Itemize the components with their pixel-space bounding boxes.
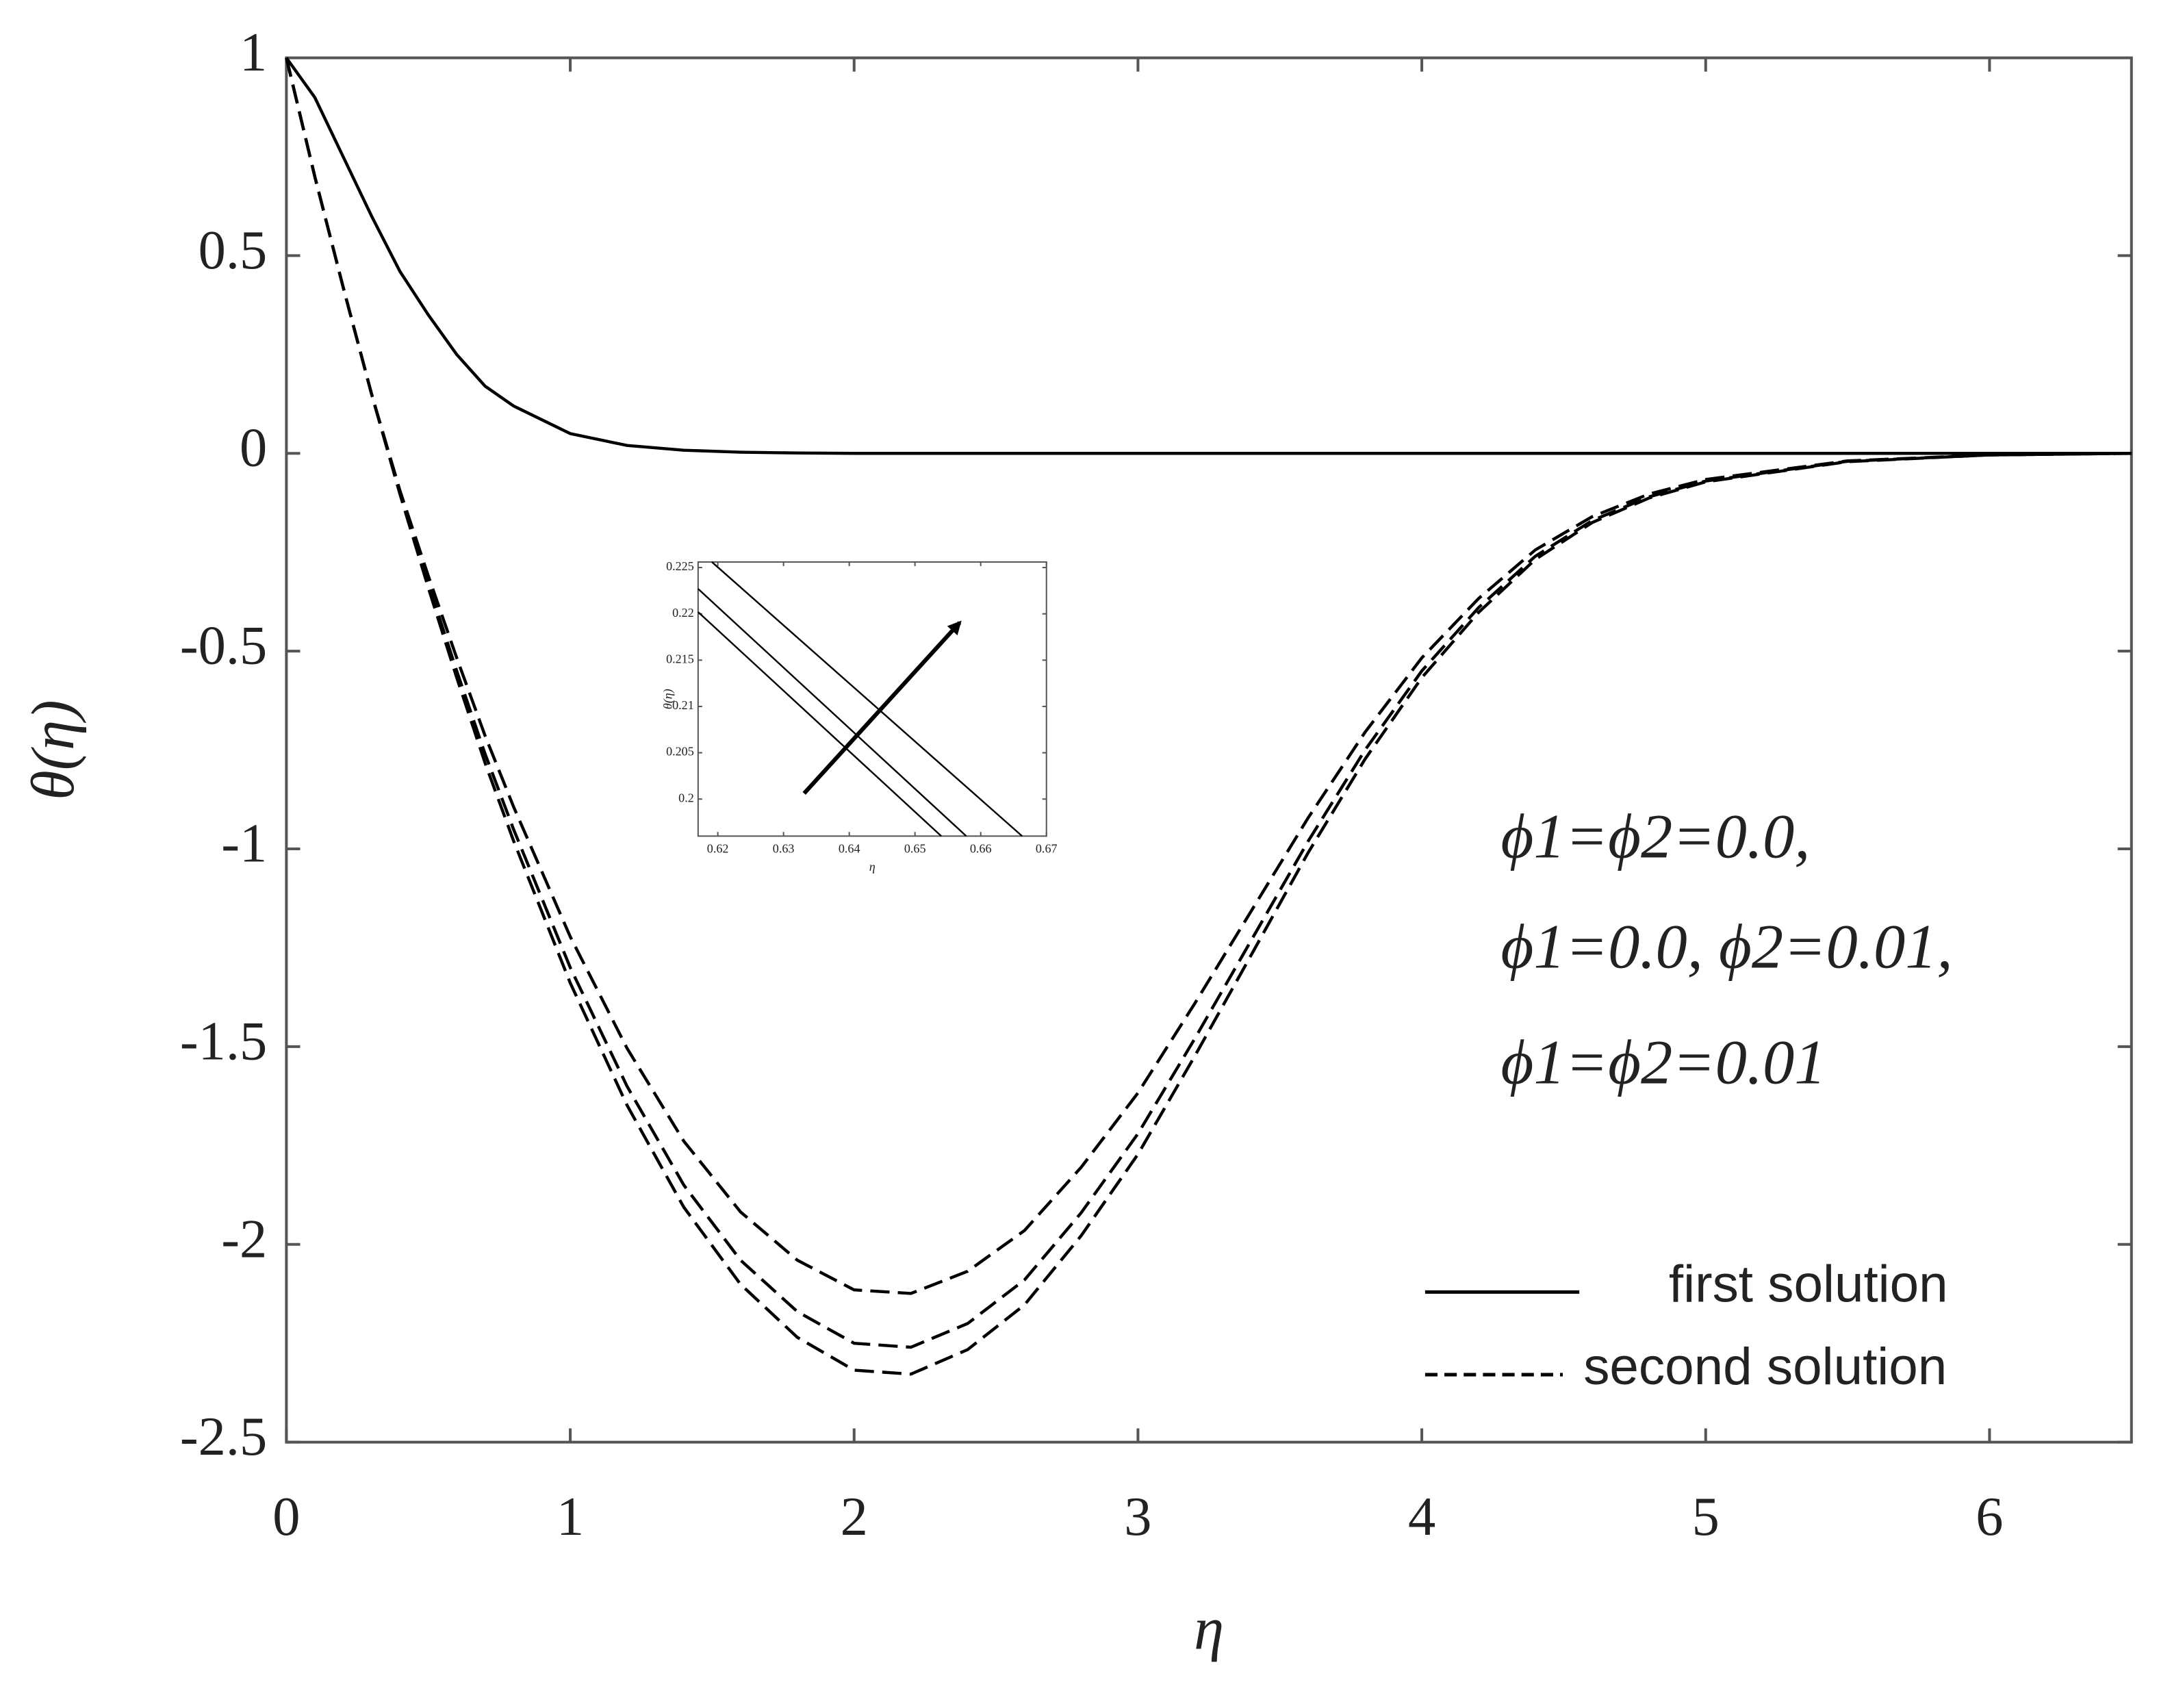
- x-tick-label: 1: [557, 1486, 584, 1547]
- series-line: [711, 561, 1023, 837]
- y-tick-label: 0.5: [199, 220, 268, 281]
- y-tick-label: 0: [240, 418, 267, 479]
- series-line: [285, 57, 2132, 1349]
- y-tick-label: 0.21: [672, 698, 694, 712]
- x-tick-label: 3: [1124, 1486, 1151, 1547]
- x-tick-label: 0.67: [1036, 842, 1058, 856]
- y-tick-label: -0.5: [180, 615, 267, 676]
- series-line: [285, 57, 2132, 1295]
- x-tick-label: 0: [272, 1486, 300, 1547]
- y-tick-label: -2: [221, 1208, 267, 1269]
- x-tick-label: 0.65: [904, 842, 926, 856]
- x-tick-label: 6: [1976, 1486, 2003, 1547]
- series-line: [285, 57, 2132, 1376]
- x-axis-label: η: [869, 860, 876, 874]
- x-tick-label: 0.62: [707, 842, 729, 856]
- series-line: [285, 57, 2132, 455]
- y-tick-label: -1: [221, 813, 267, 874]
- x-tick-label: 2: [841, 1486, 868, 1547]
- series-line: [698, 588, 967, 837]
- x-tick-label: 5: [1692, 1486, 1720, 1547]
- y-axis-label: θ(η): [661, 689, 676, 709]
- x-tick-label: 4: [1408, 1486, 1435, 1547]
- y-tick-label: 0.225: [666, 559, 694, 573]
- y-tick-label: 0.22: [672, 606, 694, 620]
- legend-label: second solution: [1583, 1338, 1947, 1396]
- plot-area: [285, 56, 2133, 1444]
- annotation: ϕ1=ϕ2=0.0,: [1501, 802, 1811, 872]
- y-tick-label: 1: [240, 22, 267, 83]
- legend-label: first solution: [1669, 1255, 1948, 1313]
- y-tick-label: -1.5: [180, 1010, 267, 1071]
- y-tick-label: 0.215: [666, 652, 694, 665]
- y-tick-label: 0.205: [666, 745, 694, 759]
- x-tick-label: 0.66: [970, 842, 992, 856]
- plot-layer: 0 1 2 3 4 5 6 1 0.5 0 -0.5 -1 -1.5 -2 -2.5 η θ(η) first s…: [20, 22, 2133, 1663]
- y-tick-label: -2.5: [180, 1406, 267, 1467]
- annotation: ϕ1=ϕ2=0.01: [1501, 1028, 1826, 1098]
- x-tick-label: 0.63: [773, 842, 795, 856]
- y-axis-label: θ(η): [20, 700, 87, 800]
- plot-area: [697, 561, 1047, 837]
- annotation: ϕ1=0.0, ϕ2=0.01,: [1501, 913, 1953, 982]
- y-tick-label: 0.2: [678, 791, 694, 804]
- x-axis-label: η: [1194, 1596, 1224, 1663]
- inset-arrow: [802, 620, 962, 795]
- series-line: [698, 611, 942, 837]
- x-tick-label: 0.64: [839, 842, 860, 856]
